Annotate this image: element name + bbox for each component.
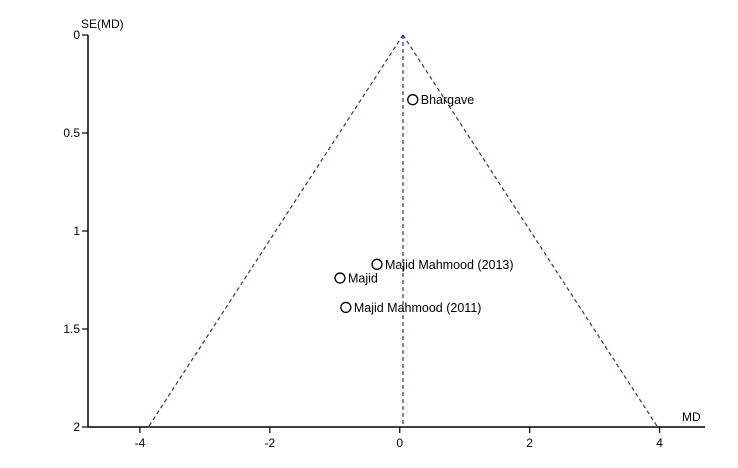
x-tick-label: 0 (396, 436, 403, 450)
y-tick-label: 0 (73, 28, 80, 42)
data-points: Bhargave Majid Mahmood (2013) Majid Majid M… (334, 93, 514, 315)
y-tick-label: 0.5 (63, 126, 80, 140)
ticks: -4 -2 0 2 4 0 0.5 1 1.5 2 (63, 28, 663, 450)
funnel-left-line (147, 34, 404, 428)
x-tick-label: 2 (526, 436, 533, 450)
funnel-lines (147, 34, 659, 428)
study-label: Majid Mahmood (2013) (385, 258, 514, 272)
y-axis-title: SE(MD) (81, 17, 124, 31)
x-tick-label: 4 (656, 436, 663, 450)
study-point (407, 94, 419, 106)
y-tick-label: 1 (73, 224, 80, 238)
study-label: Bhargave (421, 93, 475, 107)
y-tick-label: 2 (73, 420, 80, 434)
axes: SE(MD) MD (81, 17, 705, 428)
study-point (340, 301, 352, 314)
funnel-right-line (402, 34, 659, 428)
x-tick-label: -2 (265, 436, 276, 450)
x-axis-title: MD (682, 410, 701, 424)
study-label: Majid Mahmood (2011) (354, 301, 482, 315)
study-point (371, 258, 383, 270)
x-tick-label: -4 (135, 436, 146, 450)
y-tick-label: 1.5 (63, 322, 80, 336)
study-point (334, 272, 346, 284)
study-label: Majid (348, 272, 378, 286)
